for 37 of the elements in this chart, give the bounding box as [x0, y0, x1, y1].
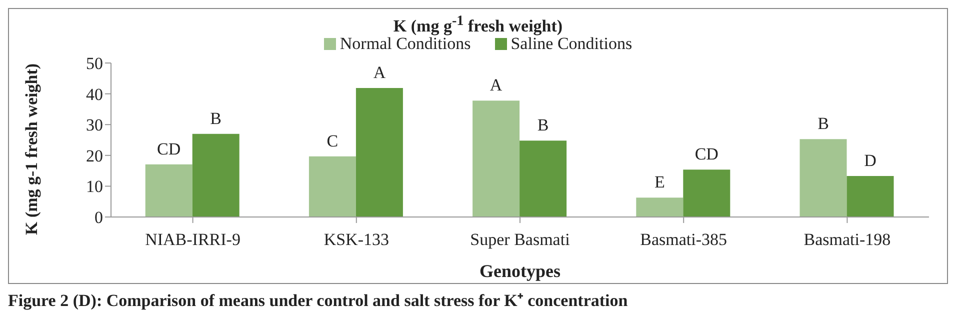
bar: [308, 156, 356, 217]
x-tick-label: Basmati-198: [804, 230, 891, 250]
bar: [520, 140, 567, 217]
data-label: B: [537, 116, 549, 135]
x-axis-title: Genotypes: [480, 261, 560, 281]
legend-label: Normal Conditions: [340, 34, 471, 54]
chart-title: K (mg g$^{-1}$ fresh weight): [392, 13, 564, 36]
x-tick-label: KSK-133: [324, 230, 389, 250]
data-label: B: [818, 114, 829, 134]
bar: [800, 139, 847, 217]
y-tick-label: 40: [86, 84, 103, 104]
bar: [145, 164, 192, 217]
bar: [356, 88, 403, 217]
data-label: CD: [694, 144, 718, 164]
y-tick-label: 50: [86, 54, 103, 74]
bar: [846, 176, 894, 217]
y-tick-label: 10: [86, 177, 103, 196]
bar: [192, 134, 240, 217]
x-tick-label: NIAB-IRRI-9: [145, 230, 240, 250]
data-label: D: [864, 151, 876, 170]
data-label: A: [373, 62, 386, 82]
data-label: E: [654, 172, 665, 192]
x-tick-label: Super Basmati: [470, 230, 570, 250]
legend-label: Saline Conditions: [510, 34, 632, 54]
data-label: A: [490, 76, 503, 95]
y-axis-title: K (mg g-1 fresh weight): [22, 63, 42, 235]
x-tick-label: Basmati-385: [640, 230, 728, 250]
bar: [472, 100, 520, 217]
y-tick-label: 0: [94, 208, 103, 228]
data-label: B: [210, 108, 222, 128]
data-label: CD: [157, 139, 181, 158]
y-tick-label: 30: [86, 116, 103, 135]
bar: [683, 170, 730, 217]
caption: Figure 2 (D): Comparison of means under control and salt stress for K⁺ concentration: [8, 290, 629, 311]
bar: [636, 198, 684, 217]
y-tick-label: 20: [86, 146, 103, 166]
data-label: C: [326, 131, 338, 150]
